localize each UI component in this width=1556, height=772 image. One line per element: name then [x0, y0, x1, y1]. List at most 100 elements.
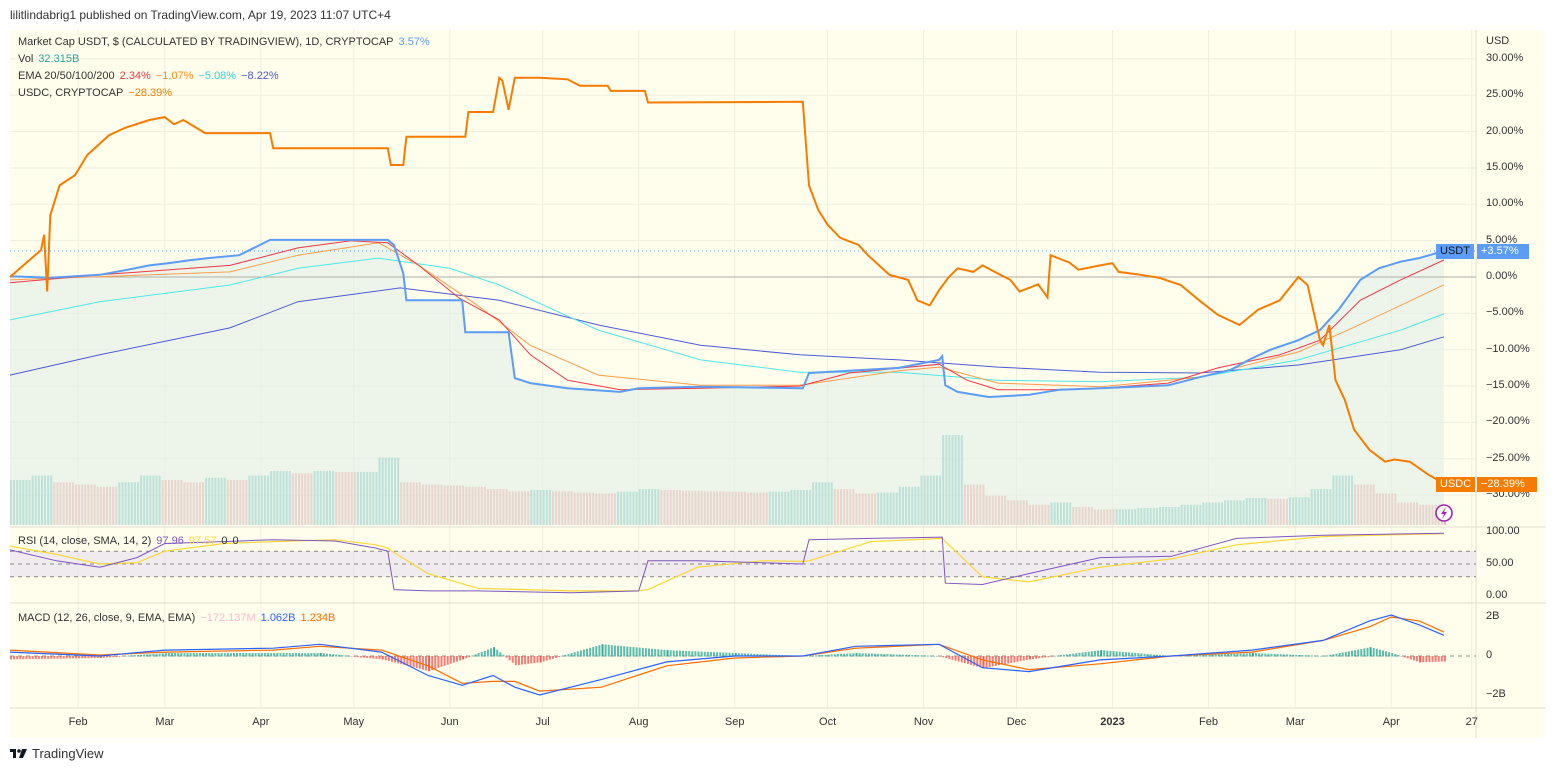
time-tick-label: Mar [155, 716, 175, 728]
macd-histogram-bar [561, 655, 564, 657]
macd-histogram-bar [34, 656, 37, 660]
macd-histogram-bar [508, 656, 511, 661]
footer-brand: TradingView [32, 746, 104, 761]
macd-histogram-bar [920, 655, 923, 657]
macd-histogram-bar [1381, 650, 1384, 657]
macd-histogram-bar [1134, 652, 1137, 657]
rsi-pane[interactable] [9, 532, 1476, 594]
rsi-band [10, 551, 1476, 577]
macd-histogram-bar [945, 656, 948, 659]
macd-histogram-bar [728, 652, 731, 657]
macd-histogram-bar [734, 653, 737, 657]
legend-macd[interactable]: MACD (12, 26, close, 9, EMA, EMA) −172.13… [18, 612, 340, 624]
macd-histogram-bar [1264, 653, 1267, 657]
macd-histogram-bar [700, 651, 703, 657]
macd-histogram-bar [65, 656, 68, 659]
macd-histogram-bar [112, 656, 115, 658]
macd-histogram-bar [1084, 652, 1087, 657]
macd-histogram-bar [50, 656, 53, 659]
macd-histogram-bar [502, 654, 505, 657]
macd-histogram-bar [558, 656, 561, 658]
macd-histogram-bar [976, 656, 979, 667]
macd-histogram-bar [1279, 654, 1282, 657]
legend-vol[interactable]: Vol 32.315B [18, 53, 84, 65]
macd-histogram-bar [524, 656, 527, 665]
macd-histogram-bar [688, 651, 691, 657]
macd-histogram-bar [133, 655, 136, 657]
macd-histogram-bar [1363, 648, 1366, 657]
macd-histogram-bar [533, 656, 536, 664]
macd-pane[interactable] [9, 614, 1476, 696]
macd-histogram-bar [1081, 652, 1084, 657]
macd-histogram-bar [963, 656, 966, 664]
macd-histogram-bar [889, 654, 892, 657]
macd-histogram-bar [304, 653, 307, 657]
alert-button[interactable] [1435, 504, 1453, 522]
macd-histogram-bar [465, 656, 468, 659]
macd-histogram-bar [991, 656, 994, 667]
time-tick-label: May [343, 716, 365, 728]
legend-rsi[interactable]: RSI (14, close, SMA, 14, 2) 97.96 97.57 0 0 [18, 535, 244, 547]
macd-histogram-bar [638, 647, 641, 657]
macd-histogram-bar [152, 653, 155, 657]
macd-histogram-bar [1066, 654, 1069, 657]
macd-histogram-bar [942, 656, 945, 658]
legend-usdc[interactable]: USDC, CRYPTOCAP −28.39% [18, 87, 177, 99]
macd-histogram-bar [595, 646, 598, 657]
legend-ema[interactable]: EMA 20/50/100/200 2.34% −1.07% −5.08% −8.22% [18, 70, 284, 82]
macd-histogram-bar [353, 656, 356, 657]
macd-histogram-bar [1400, 656, 1403, 657]
macd-histogram-bar [1357, 649, 1360, 657]
macd-histogram-bar [697, 651, 700, 657]
macd-histogram-bar [567, 653, 570, 657]
legend-macd-value: 1.062B [260, 612, 296, 624]
macd-histogram-bar [87, 656, 90, 659]
macd-histogram-bar [211, 653, 214, 657]
macd-histogram-bar [858, 653, 861, 657]
macd-histogram-bar [542, 656, 545, 662]
macd-histogram-bar [403, 656, 406, 665]
macd-histogram-bar [1211, 654, 1214, 657]
macd-histogram-bar [836, 654, 839, 657]
macd-histogram-bar [1273, 653, 1276, 657]
macd-histogram-bar [1220, 654, 1223, 657]
time-tick-label: Feb [68, 716, 88, 728]
macd-histogram-bar [1224, 654, 1227, 657]
macd-histogram-bar [161, 653, 164, 657]
macd-histogram-bar [1313, 655, 1316, 657]
macd-histogram-bar [905, 654, 908, 657]
legend-main[interactable]: Market Cap USDT, $ (CALCULATED BY TRADIN… [18, 36, 435, 48]
macd-histogram-bar [260, 653, 263, 657]
macd-histogram-bar [657, 649, 660, 657]
macd-histogram-bar [1152, 654, 1155, 657]
macd-histogram-bar [480, 651, 483, 657]
macd-histogram-bar [846, 653, 849, 657]
macd-histogram-bar [1056, 655, 1059, 657]
macd-histogram-bar [886, 654, 889, 657]
macd-histogram-bar [1385, 651, 1388, 657]
macd-histogram-bar [471, 655, 474, 657]
macd-histogram-bar [254, 653, 257, 657]
main-pane[interactable] [9, 75, 1476, 525]
macd-histogram-bar [1422, 656, 1425, 663]
macd-histogram-bar [607, 644, 610, 657]
macd-histogram-bar [350, 656, 353, 657]
macd-histogram-bar [369, 656, 372, 659]
macd-histogram-bar [1022, 656, 1025, 661]
macd-histogram-bar [68, 656, 71, 659]
macd-histogram-bar [186, 653, 189, 657]
macd-histogram-bar [1329, 654, 1332, 657]
macd-histogram-bar [620, 645, 623, 657]
macd-histogram-bar [25, 656, 28, 660]
macd-histogram-bar [521, 656, 524, 665]
macd-histogram-bar [939, 656, 942, 657]
macd-histogram-bar [1292, 654, 1295, 657]
macd-histogram-bar [911, 655, 914, 657]
macd-histogram-bar [666, 650, 669, 657]
macd-histogram-bar [1372, 648, 1375, 657]
macd-histogram-bar [743, 653, 746, 657]
macd-histogram-bar [313, 653, 316, 657]
macd-histogram-bar [490, 648, 493, 657]
macd-histogram-bar [1217, 654, 1220, 657]
